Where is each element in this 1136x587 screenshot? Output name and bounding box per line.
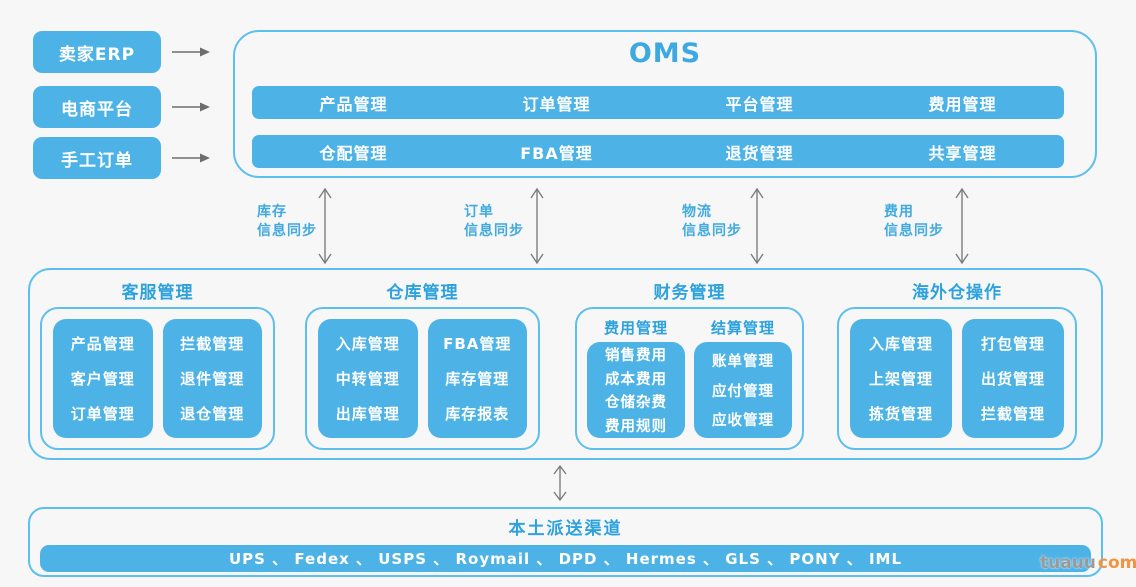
oms-module-chip: 平台管理 [725,94,794,114]
sync-label-line1: 订单 [464,204,494,220]
sync-label-order: 订单 信息同步 [464,203,524,241]
watermark-text: tuauu [1040,553,1096,573]
module-item: 上架管理 [868,370,933,388]
oms-module-row-1: 产品管理 订单管理 平台管理 费用管理 [252,86,1064,119]
panel: FBA管理 库存管理 库存报表 [427,319,527,438]
oms-module-chip: 仓配管理 [319,143,388,163]
finance-fee-column: 费用管理 销售费用 成本费用 仓储杂费 费用规则 [587,317,685,438]
double-arrow-vertical-icon [318,187,332,265]
oms-title: OMS [628,38,702,69]
module-item: 库存管理 [445,370,510,388]
double-arrow-vertical-icon [553,464,567,502]
sync-label-line1: 库存 [257,204,287,220]
delivery-channels-container: 本土派送渠道 UPS 、 Fedex 、 USPS 、 Roymail 、 DP… [28,507,1103,577]
module-item: 仓储杂费 [605,395,667,412]
module-item: 拦截管理 [180,335,245,353]
sync-label-inventory: 库存 信息同步 [257,203,317,241]
panel-subtitle: 费用管理 [603,319,668,337]
sync-label-logistics: 物流 信息同步 [682,203,742,241]
sync-label-line2: 信息同步 [682,223,742,239]
module-item: 中转管理 [335,370,400,388]
sync-label-line2: 信息同步 [884,223,944,239]
module-item: 客户管理 [70,370,135,388]
oms-module-chip: 订单管理 [522,94,591,114]
double-arrow-vertical-icon [530,187,544,265]
module-item: 产品管理 [70,335,135,353]
section-title-customer-service: 客服管理 [121,283,194,303]
module-item: 出货管理 [980,370,1045,388]
section-overseas-warehouse: 入库管理 上架管理 拣货管理 打包管理 出货管理 拦截管理 [837,307,1077,450]
module-item: 应付管理 [712,383,774,400]
section-finance: 费用管理 销售费用 成本费用 仓储杂费 费用规则 结算管理 账单管理 应付管理 … [575,307,804,450]
panel: 账单管理 应付管理 应收管理 [694,342,792,438]
finance-settlement-column: 结算管理 账单管理 应付管理 应收管理 [694,317,792,438]
arrow-right-icon [172,153,210,163]
module-item: 出库管理 [335,405,400,423]
module-item: 入库管理 [335,335,400,353]
oms-module-chip: 产品管理 [319,94,388,114]
module-item: FBA管理 [443,335,512,353]
oms-module-chip: 费用管理 [928,94,997,114]
oms-container: OMS 产品管理 订单管理 平台管理 费用管理 仓配管理 FBA管理 退货管理 … [233,30,1097,178]
source-node-manual-order: 手工订单 [33,137,161,179]
source-node-label: 电商平台 [61,99,133,120]
source-node-label: 手工订单 [61,150,133,171]
source-node-label: 卖家ERP [58,44,136,65]
module-item: 成本费用 [605,371,667,388]
delivery-channels-bar: UPS 、 Fedex 、 USPS 、 Roymail 、 DPD 、 Her… [40,545,1091,572]
module-item: 账单管理 [712,354,774,371]
module-item: 销售费用 [605,348,667,365]
source-node-seller-erp: 卖家ERP [33,31,161,73]
sync-label-line2: 信息同步 [257,223,317,239]
section-title-finance: 财务管理 [653,283,726,303]
module-item: 拣货管理 [868,405,933,423]
double-arrow-vertical-icon [955,187,969,265]
sync-label-line2: 信息同步 [464,223,524,239]
section-customer-service: 产品管理 客户管理 订单管理 拦截管理 退件管理 退仓管理 [40,307,275,450]
module-item: 费用规则 [605,418,667,435]
module-item: 打包管理 [980,335,1045,353]
module-item: 退仓管理 [180,405,245,423]
oms-module-chip: 退货管理 [725,143,794,163]
module-item: 退件管理 [180,370,245,388]
double-arrow-vertical-icon [750,187,764,265]
delivery-channels-title: 本土派送渠道 [508,519,623,539]
module-item: 入库管理 [868,335,933,353]
section-title-warehouse: 仓库管理 [386,283,459,303]
management-container: 客服管理 仓库管理 财务管理 海外仓操作 产品管理 客户管理 订单管理 拦截管理… [28,268,1103,460]
watermark: tuauu com [1040,553,1136,573]
oms-module-chip: 共享管理 [928,143,997,163]
panel: 入库管理 中转管理 出库管理 [318,319,418,438]
sync-label-fee: 费用 信息同步 [884,203,944,241]
panel: 入库管理 上架管理 拣货管理 [850,319,952,438]
module-item: 订单管理 [70,405,135,423]
sync-label-line1: 物流 [682,204,712,220]
panel: 拦截管理 退件管理 退仓管理 [162,319,262,438]
arrow-right-icon [172,47,210,57]
module-item: 库存报表 [445,405,510,423]
oms-module-row-2: 仓配管理 FBA管理 退货管理 共享管理 [252,135,1064,168]
panel-subtitle: 结算管理 [710,319,775,337]
section-title-overseas-warehouse: 海外仓操作 [912,283,1002,303]
panel: 打包管理 出货管理 拦截管理 [962,319,1064,438]
source-node-ecommerce-platform: 电商平台 [33,86,161,128]
oms-module-chip: FBA管理 [520,143,593,163]
arrow-right-icon [172,102,210,112]
module-item: 拦截管理 [980,405,1045,423]
watermark-suffix: com [1097,553,1136,573]
section-warehouse: 入库管理 中转管理 出库管理 FBA管理 库存管理 库存报表 [305,307,540,450]
module-item: 应收管理 [712,412,774,429]
panel: 产品管理 客户管理 订单管理 [53,319,153,438]
sync-label-line1: 费用 [884,204,914,220]
panel: 销售费用 成本费用 仓储杂费 费用规则 [587,342,685,438]
